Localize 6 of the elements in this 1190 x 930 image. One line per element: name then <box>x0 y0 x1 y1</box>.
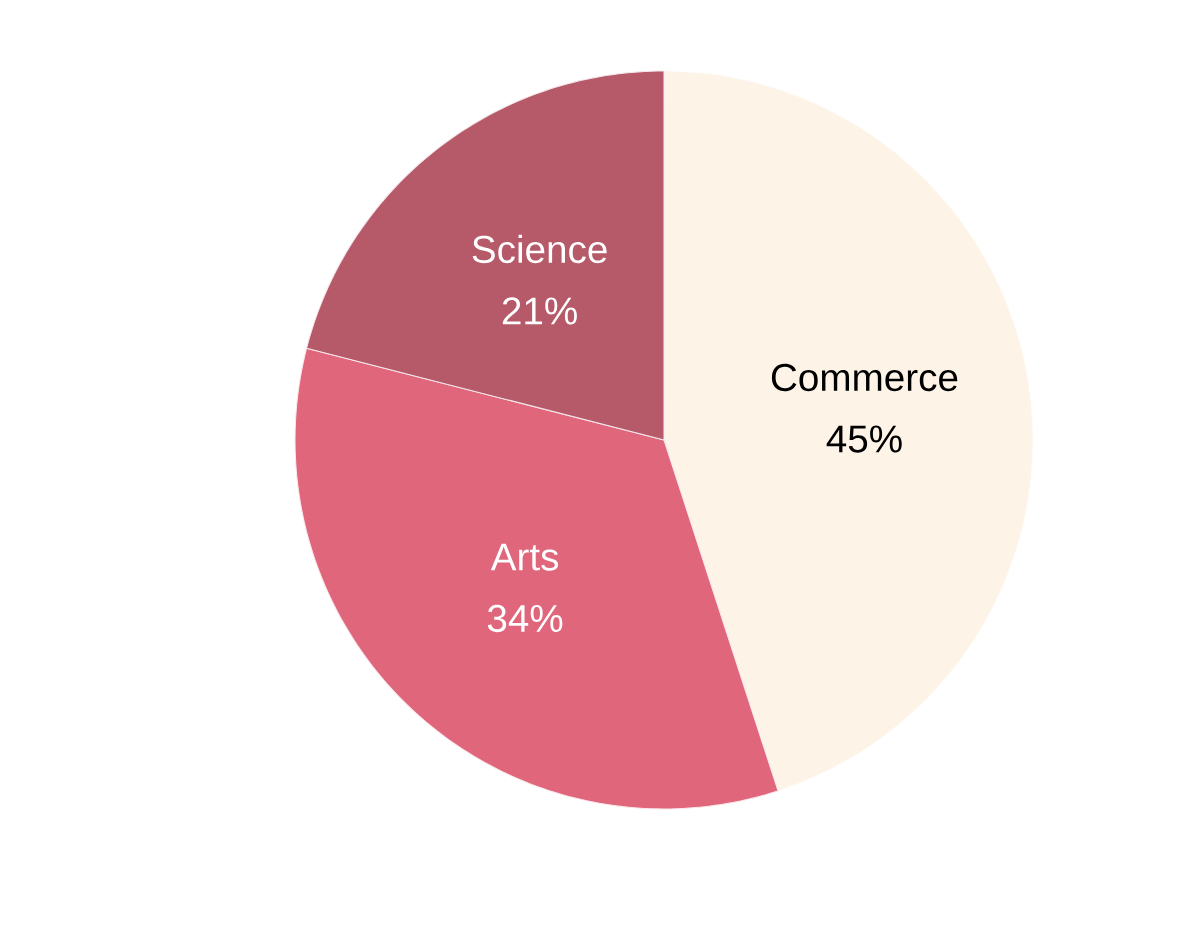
data-label: 34% <box>487 604 563 633</box>
data-label: 45% <box>826 425 902 453</box>
slice-label: Arts <box>490 543 559 571</box>
data-label: 21% <box>502 297 577 325</box>
slice-label: Science <box>472 234 607 264</box>
slice-label: Commerce <box>771 363 958 392</box>
